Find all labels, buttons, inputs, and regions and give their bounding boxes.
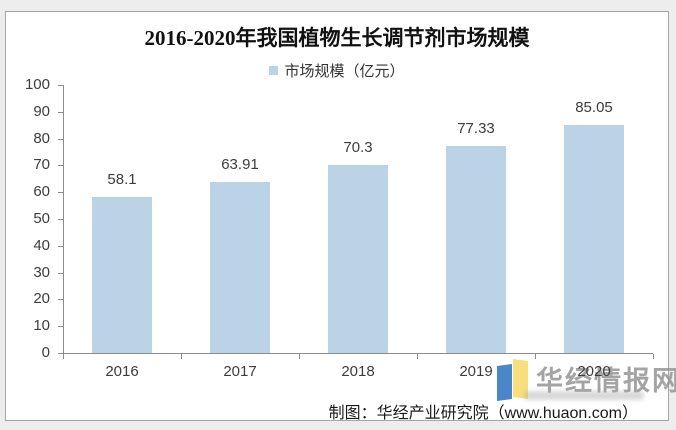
y-tick-label: 20 bbox=[33, 290, 50, 308]
chart-title: 2016-2020年我国植物生长调节剂市场规模 bbox=[144, 26, 530, 50]
y-axis-tick bbox=[58, 219, 63, 220]
y-axis-tick bbox=[58, 138, 63, 140]
x-tick-label: 2018 bbox=[341, 363, 375, 380]
y-tick-label: 100 bbox=[24, 76, 50, 93]
bar bbox=[210, 181, 270, 353]
watermark-subtext-blur bbox=[524, 391, 644, 400]
x-axis-tick bbox=[417, 354, 418, 359]
x-axis-tick bbox=[653, 354, 654, 359]
bar-chart-plot-area: 0 10 20 30 40 50 60 70 80 90 100 58.1 2016 63.91 2017 7… bbox=[6, 12, 668, 420]
x-axis-tick bbox=[63, 354, 64, 359]
watermark-text: 华经情报网 bbox=[536, 366, 676, 396]
x-tick-label: 2019 bbox=[459, 363, 493, 380]
y-axis-tick bbox=[58, 299, 63, 301]
y-tick-label: 90 bbox=[33, 102, 50, 120]
y-tick-label: 60 bbox=[33, 183, 50, 201]
bar-value-label: 58.1 bbox=[107, 171, 137, 189]
bar-value-label: 85.05 bbox=[575, 99, 613, 117]
x-tick-label: 2017 bbox=[223, 363, 257, 380]
y-tick-label: 50 bbox=[33, 210, 50, 227]
x-axis-tick bbox=[181, 354, 182, 359]
y-tick-label: 70 bbox=[33, 156, 50, 174]
bar-value-label: 70.3 bbox=[343, 138, 373, 156]
x-axis-tick bbox=[299, 354, 300, 359]
y-axis-tick bbox=[58, 326, 63, 328]
y-axis-tick bbox=[58, 353, 63, 354]
y-tick-label: 30 bbox=[33, 263, 50, 281]
y-tick-label: 10 bbox=[33, 317, 50, 335]
y-axis-tick bbox=[58, 245, 63, 247]
source-credit: 制图：华经产业研究院（www.huaon.com） bbox=[328, 405, 638, 422]
bar bbox=[328, 164, 388, 353]
chart-card: 2016-2020年我国植物生长调节剂市场规模 市场规模（亿元） 0 10 20 30… bbox=[5, 11, 676, 422]
y-axis-tick bbox=[58, 192, 63, 194]
x-axis-line bbox=[63, 353, 653, 354]
y-axis-tick bbox=[58, 85, 63, 86]
legend: 市场规模（亿元） bbox=[6, 60, 668, 81]
y-axis-tick bbox=[58, 165, 63, 167]
x-axis-tick bbox=[535, 354, 536, 359]
y-axis-line bbox=[63, 85, 64, 353]
x-tick-label: 2020 bbox=[577, 363, 611, 380]
bar bbox=[446, 145, 506, 353]
bar-value-label: 63.91 bbox=[221, 155, 259, 173]
y-tick-label: 80 bbox=[33, 129, 50, 147]
bar bbox=[92, 197, 152, 353]
legend-marker-icon bbox=[269, 66, 279, 75]
bar-value-label: 77.33 bbox=[457, 119, 495, 137]
legend-label: 市场规模（亿元） bbox=[284, 63, 405, 80]
bar bbox=[564, 125, 624, 353]
y-tick-label: 0 bbox=[41, 344, 50, 361]
y-axis-tick bbox=[58, 111, 63, 113]
x-tick-label: 2016 bbox=[105, 363, 139, 380]
y-tick-label: 40 bbox=[33, 236, 50, 254]
y-axis-tick bbox=[58, 272, 63, 274]
